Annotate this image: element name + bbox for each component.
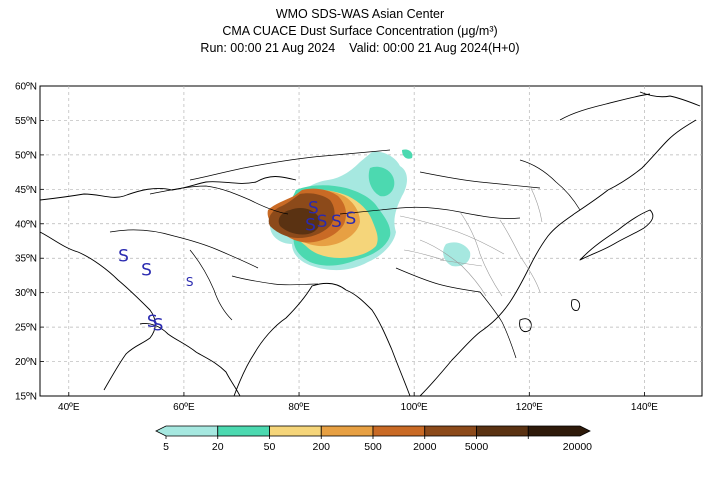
lat-label: 20ºN [15, 357, 37, 368]
valid-time: Valid: 00:00 21 Aug 2024(H+0) [349, 41, 520, 55]
colorbar-level-label: 2000 [413, 441, 437, 453]
colorbar-swatch [476, 425, 529, 437]
colorbar-swatch [155, 425, 219, 437]
lon-label: 80ºE [288, 402, 310, 413]
lat-label: 50ºN [15, 150, 37, 161]
title-line-3: Run: 00:00 21 Aug 2024 Valid: 00:00 21 A… [0, 40, 720, 56]
colorbar-swatch [269, 425, 322, 437]
colorbar-level-label: 5 [163, 441, 169, 453]
latitude-labels: 60ºN 55ºN 50ºN 45ºN 40ºN 35ºN 30ºN 25ºN 20ºN 15ºN [15, 82, 44, 403]
dust-storm-symbol: S [305, 216, 316, 236]
colorbar: 5 20 50 200 500 2000 5000 20000 [155, 425, 592, 453]
dust-storm-symbol: S [345, 209, 356, 229]
lon-label: 60ºE [173, 402, 195, 413]
lat-label: 15ºN [15, 392, 37, 403]
colorbar-swatch [320, 425, 374, 437]
title-line-2: CMA CUACE Dust Surface Concentration (μg… [222, 24, 498, 38]
lon-label: 140ºE [631, 402, 658, 413]
lat-label: 30ºN [15, 288, 37, 299]
dust-storm-symbol: S [141, 260, 152, 280]
province-borders [399, 185, 543, 297]
colorbar-level-label: 50 [264, 441, 276, 453]
colorbar-swatch [527, 425, 591, 437]
country-borders [109, 149, 581, 359]
longitude-labels: 40ºE 60ºE 80ºE 100ºE 120ºE 140ºE [58, 392, 658, 413]
colorbar-level-label: 500 [364, 441, 382, 453]
title-line-1: WMO SDS-WAS Asian Center [275, 7, 445, 21]
lat-label: 40ºN [15, 219, 37, 230]
lat-label: 45ºN [15, 185, 37, 196]
dust-storm-symbol: S [186, 275, 194, 289]
lat-label: 25ºN [15, 323, 37, 334]
coastlines [40, 91, 701, 396]
dust-storm-symbol: S [118, 247, 129, 267]
lon-label: 40ºE [58, 402, 80, 413]
dust-storm-symbol: S [331, 212, 342, 232]
dust-storm-symbol: S [317, 212, 328, 232]
dust-storm-symbol: S [153, 316, 164, 336]
dust-storm-symbol: S [147, 312, 158, 332]
dust-storm-symbol: S [308, 198, 319, 218]
colorbar-level-label: 200 [312, 441, 330, 453]
lat-label: 60ºN [15, 82, 37, 93]
run-time: Run: 00:00 21 Aug 2024 [200, 41, 336, 55]
lon-label: 120ºE [516, 402, 543, 413]
colorbar-swatch [372, 425, 426, 437]
colorbar-level-label: 20 [212, 441, 224, 453]
colorbar-level-label: 20000 [563, 441, 592, 453]
colorbar-swatch [217, 425, 270, 437]
lat-label: 55ºN [15, 116, 37, 127]
colorbar-swatch [424, 425, 477, 437]
colorbar-level-label: 5000 [465, 441, 489, 453]
lat-label: 35ºN [15, 254, 37, 265]
lon-label: 100ºE [401, 402, 428, 413]
dust-concentration-field [267, 149, 471, 271]
